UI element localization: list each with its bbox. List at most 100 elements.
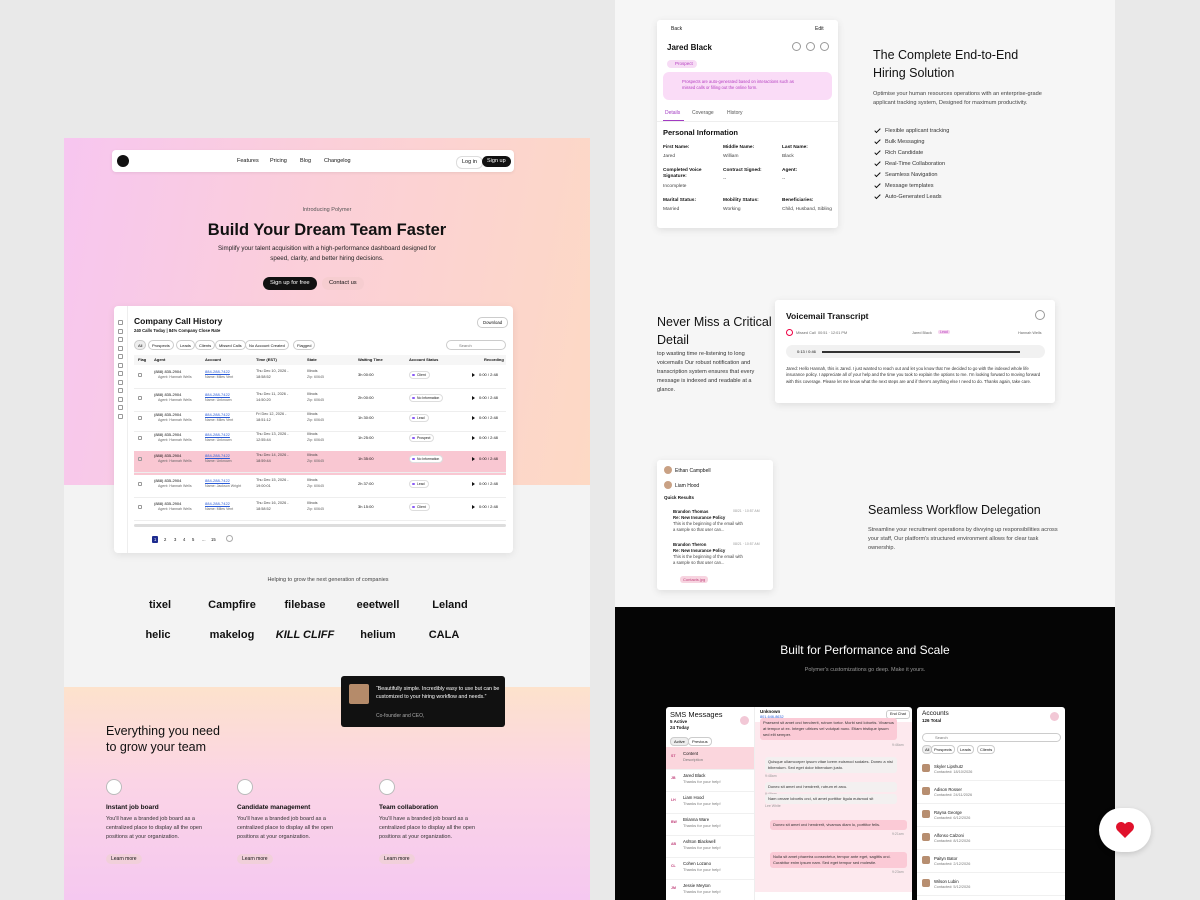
agent: Agent: Hannah Wells: [158, 398, 192, 402]
recording-time[interactable]: 0:00 / 2:48: [479, 456, 498, 461]
card-title: Instant job board: [106, 804, 159, 811]
field-value: Incomplete: [663, 184, 687, 189]
account-name: Name: Jackson Wright: [205, 484, 242, 488]
scale-title: Built for Performance and Scale: [780, 643, 950, 657]
row-checkbox: [138, 436, 142, 440]
nav-link[interactable]: Pricing: [270, 158, 287, 164]
chat-bubble: Donec sit amet orci hendrerit, rutrum et…: [765, 782, 897, 792]
result-name: Brandon Thomas: [673, 509, 709, 514]
field-value: Working: [723, 207, 741, 212]
page-number[interactable]: 5: [192, 537, 195, 542]
signup-button[interactable]: Sign up: [482, 156, 511, 167]
recording-time[interactable]: 0:00 / 2:48: [479, 415, 498, 420]
learn-more[interactable]: Learn more: [379, 854, 415, 865]
sms-title: SMS Messages: [670, 710, 723, 719]
row-checkbox: [138, 457, 142, 461]
filter-chip[interactable]: Leads: [176, 340, 195, 350]
filter-chip[interactable]: Clients: [195, 340, 216, 350]
phone: (888) 835-2904: [154, 501, 182, 506]
result-date: 08/21 · 10:57 AM: [733, 542, 760, 546]
learn-more[interactable]: Learn more: [106, 854, 142, 865]
account-name: Wilson Lubin: [934, 879, 959, 884]
login-button[interactable]: Log in: [456, 156, 483, 169]
account-phone: 884-288-7422: [205, 432, 230, 437]
accounts-search[interactable]: Search: [922, 733, 1061, 742]
sidebar-icon: [118, 354, 123, 359]
progress-track: [822, 351, 1020, 353]
download-button[interactable]: Download: [477, 317, 509, 329]
hiring-title: The Complete End-to-End Hiring Solution: [873, 48, 1019, 80]
filter-chip[interactable]: Prospects: [148, 340, 174, 350]
profile-tab[interactable]: Coverage: [692, 110, 714, 116]
sidebar-icon: [118, 379, 123, 385]
filter-chip[interactable]: No Account Created: [245, 340, 289, 350]
edit-link[interactable]: Edit: [815, 26, 824, 32]
page-number[interactable]: 4: [183, 537, 186, 542]
status-dot: [412, 436, 415, 439]
waiting-time: 3h 00:00: [358, 372, 374, 377]
page-number[interactable]: 1: [152, 536, 159, 544]
field-value: Child, Husband, Sibling: [782, 207, 832, 212]
profile-tab[interactable]: Details: [665, 110, 681, 116]
cta-primary[interactable]: Sign up for free: [263, 277, 317, 291]
sidebar-icon: [118, 413, 123, 419]
search-box[interactable]: Search: [446, 340, 506, 350]
status-dot: [412, 457, 415, 460]
sms-tab[interactable]: Previous: [688, 737, 712, 746]
account-filter[interactable]: Prospects: [931, 745, 955, 754]
account-phone: 884-288-7422: [205, 501, 230, 506]
page-number[interactable]: 3: [174, 537, 177, 542]
account-filter[interactable]: Leads: [957, 745, 974, 754]
back-link[interactable]: Back: [671, 26, 683, 32]
end-chat[interactable]: End Chat: [886, 710, 910, 719]
company-logo: Campfire: [208, 599, 256, 611]
account-divider: [917, 872, 1065, 873]
cta-secondary[interactable]: Contact us: [322, 277, 364, 291]
profile-tab[interactable]: History: [727, 110, 743, 116]
nav-link[interactable]: Changelog: [324, 158, 351, 164]
zip: Zip: 60645: [307, 418, 324, 422]
page-number[interactable]: 15: [211, 537, 216, 542]
phone: (888) 835-2904: [154, 392, 182, 397]
next-page: [226, 535, 233, 542]
account-name: Name: Miles Vent: [205, 375, 234, 379]
sms-tab[interactable]: Active: [670, 737, 689, 746]
sidebar-icon: [118, 345, 123, 351]
account-filter[interactable]: Clients: [977, 745, 996, 754]
learn-more[interactable]: Learn more: [237, 854, 273, 865]
recording-time[interactable]: 0:00 / 2:48: [479, 481, 498, 486]
page-number[interactable]: 2: [164, 537, 167, 542]
filter-chip[interactable]: Flagged: [293, 340, 316, 350]
recording-time[interactable]: 0:00 / 2:48: [479, 395, 498, 400]
account-phone: 884-288-7422: [205, 478, 230, 483]
row-divider: [134, 472, 506, 473]
attachment: Contacts.jpg: [680, 576, 709, 583]
agent-name: Hannah Wells: [1018, 331, 1042, 335]
page-number[interactable]: ...: [202, 537, 206, 542]
account-name: Name: Miles Vent: [205, 418, 234, 422]
nav-link[interactable]: Features: [237, 158, 259, 164]
thread-name: Brianna Ware: [683, 817, 710, 822]
hiring-item: Message templates: [885, 183, 934, 189]
play-icon: [472, 457, 475, 461]
call-icon: [786, 329, 793, 336]
hiring-item: Flexible applicant tracking: [885, 128, 950, 134]
filter-chip[interactable]: All: [134, 340, 147, 350]
thread-initials: LH: [671, 798, 676, 802]
recording-time[interactable]: 0:00 / 2:48: [479, 504, 498, 509]
chat-time: 9:23am: [892, 870, 904, 874]
recording-time[interactable]: 0:00 / 2:48: [479, 435, 498, 440]
hero-eyebrow: Introducing Polymer: [302, 207, 352, 213]
thread-name: Jessie Meyton: [683, 883, 711, 888]
status-dot: [412, 396, 415, 399]
row-divider: [134, 497, 506, 498]
sidebar-icon: [118, 396, 123, 402]
notice-text: Prospects are auto-generated based on in…: [682, 79, 794, 90]
heart-button[interactable]: [1099, 808, 1151, 852]
account-divider: [917, 780, 1065, 781]
filter-chip[interactable]: Missed Calls: [215, 340, 246, 350]
zip: Zip: 60645: [307, 484, 324, 488]
thread-name: Ashton Blackwell: [683, 839, 716, 844]
recording-time[interactable]: 0:00 / 2:48: [479, 372, 498, 377]
nav-link[interactable]: Blog: [300, 158, 312, 164]
